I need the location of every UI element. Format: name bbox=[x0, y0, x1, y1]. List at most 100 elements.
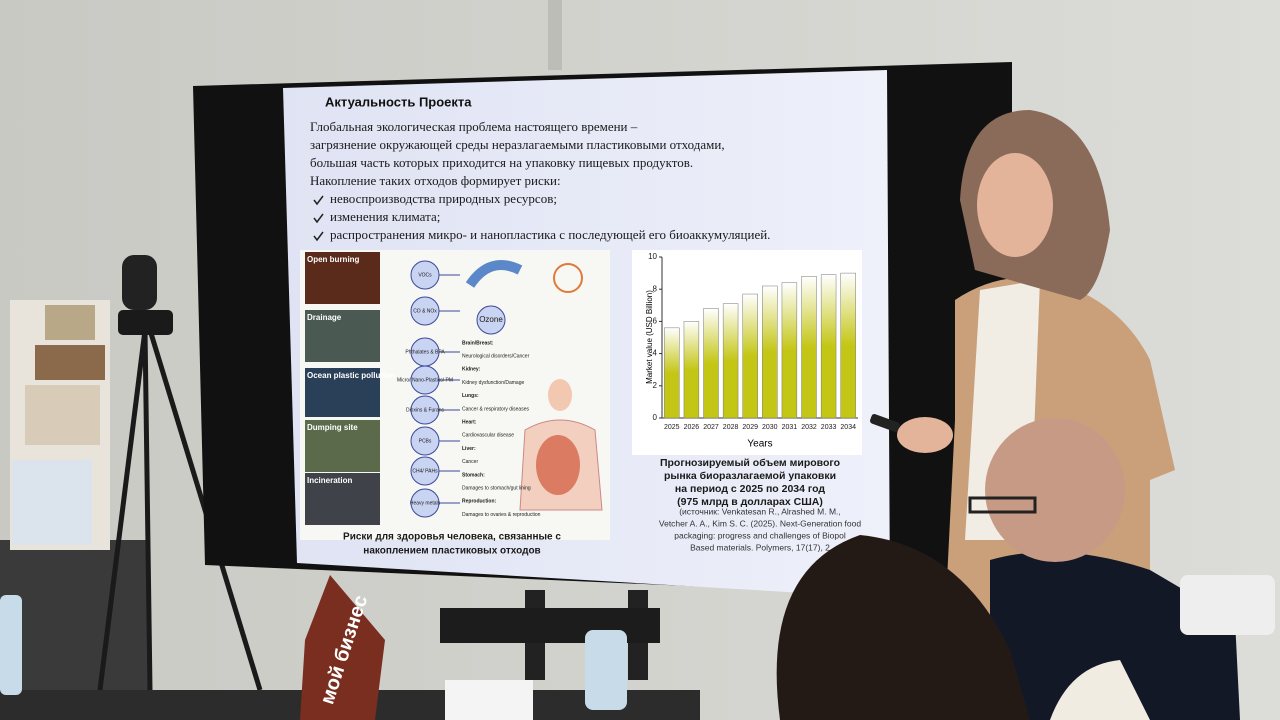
cups bbox=[1180, 575, 1275, 635]
slide-title: Актуальность Проекта bbox=[325, 94, 472, 109]
y-tick-label: 0 bbox=[653, 413, 658, 422]
slide-line: большая часть которых приходится на упак… bbox=[310, 155, 693, 170]
sun bbox=[553, 263, 583, 293]
brochure bbox=[45, 305, 95, 340]
pollutant-label: VOCs bbox=[418, 272, 432, 278]
slide-line: загрязнение окружающей среды неразлагаем… bbox=[310, 137, 725, 152]
chart-caption: Прогнозируемый объем мирового bbox=[660, 457, 840, 469]
figure-caption: накоплением пластиковых отходов bbox=[363, 546, 540, 557]
flag bbox=[300, 575, 385, 720]
slide-line: Накопление таких отходов формирует риски… bbox=[310, 173, 561, 188]
arrow bbox=[465, 260, 523, 288]
effect-label: Brain/Breast: bbox=[462, 340, 494, 346]
x-tick-label: 2027 bbox=[703, 424, 719, 431]
effect-label: Reproduction: bbox=[462, 499, 496, 505]
photo-label: Ocean plastic pollution bbox=[307, 371, 395, 380]
ozone-circle bbox=[476, 305, 506, 335]
clicker bbox=[870, 414, 900, 432]
photo-label: Dumping site bbox=[307, 423, 358, 432]
x-tick-label: 2031 bbox=[782, 424, 798, 431]
brochure bbox=[12, 460, 92, 545]
x-tick-label: 2029 bbox=[742, 424, 758, 431]
effect-label: Cancer & respiratory diseases bbox=[462, 406, 529, 412]
bar bbox=[820, 274, 837, 419]
effect-label: Neurological disorders/Cancer bbox=[462, 354, 530, 360]
chart-source: packaging: progress and challenges of Bi… bbox=[674, 530, 846, 540]
name-card bbox=[445, 680, 533, 720]
photo bbox=[305, 252, 380, 304]
bar bbox=[664, 327, 680, 419]
pollutant-label: Heavy metals bbox=[410, 500, 441, 506]
bullet-check bbox=[313, 213, 324, 224]
chart-source: Based materials. Polymers, 17(17), 2 bbox=[690, 542, 830, 552]
camera-mount bbox=[118, 310, 173, 335]
effect-label: Liver: bbox=[462, 446, 476, 452]
y-tick-label: 4 bbox=[653, 349, 658, 358]
figure-caption: Риски для здоровья человека, связанные с bbox=[343, 532, 561, 543]
water-bottle bbox=[0, 595, 22, 695]
body-head bbox=[548, 379, 572, 411]
chart-caption: на период с 2025 по 2034 год bbox=[675, 483, 825, 495]
man-body bbox=[990, 552, 1240, 720]
bar bbox=[683, 321, 700, 419]
bar bbox=[781, 282, 798, 419]
effect-label: Damages to stomach/gut lining bbox=[462, 486, 531, 492]
x-axis-label: Years bbox=[747, 439, 772, 450]
y-tick-label: 8 bbox=[653, 284, 658, 293]
brochure bbox=[35, 345, 105, 380]
slide-line: Глобальная экологическая проблема настоя… bbox=[310, 119, 638, 134]
bar bbox=[742, 293, 758, 419]
bar bbox=[801, 276, 817, 419]
chart-source: Vetcher A. A., Kim S. C. (2025). Next-Ge… bbox=[659, 518, 861, 528]
x-tick-label: 2028 bbox=[723, 424, 739, 431]
y-axis-label: Market value (USD Billion) bbox=[645, 290, 654, 384]
water-bottle bbox=[585, 630, 627, 710]
bullet-check bbox=[313, 231, 324, 242]
pollutant-label: PCBs bbox=[419, 438, 432, 444]
wall-seam bbox=[548, 0, 562, 70]
presenter-face bbox=[977, 153, 1053, 257]
photo-label: Incineration bbox=[307, 476, 352, 485]
pollutant-label: Micro/ Nano-Plastics/ PM bbox=[397, 377, 453, 383]
effect-label: Cardiovascular disease bbox=[462, 433, 514, 439]
photo bbox=[305, 420, 380, 472]
chair bbox=[1050, 660, 1150, 720]
keyboard bbox=[440, 608, 660, 643]
x-tick-label: 2034 bbox=[840, 424, 856, 431]
photo bbox=[305, 368, 380, 417]
effect-label: Damages to ovaries & reproduction bbox=[462, 512, 541, 518]
x-tick-label: 2032 bbox=[801, 424, 817, 431]
effect-label: Cancer bbox=[462, 459, 478, 465]
bullet-check bbox=[313, 195, 324, 206]
bar bbox=[840, 272, 856, 419]
bullet-text: изменения климата; bbox=[330, 209, 440, 224]
glasses bbox=[968, 496, 1037, 514]
photo bbox=[305, 310, 380, 362]
chart-caption: (975 млрд в долларах США) bbox=[677, 496, 823, 508]
presenter-hand bbox=[897, 417, 953, 453]
organs bbox=[536, 435, 580, 495]
x-tick-label: 2033 bbox=[821, 424, 837, 431]
photo bbox=[305, 473, 380, 525]
photo-label: Open burning bbox=[307, 255, 360, 264]
pollutant-label: Phthalates & BPA bbox=[405, 349, 445, 355]
effect-label: Kidney: bbox=[462, 367, 481, 373]
photo-label: Drainage bbox=[307, 313, 342, 322]
pollutant-label: Dioxins & Furans bbox=[406, 407, 445, 413]
y-tick-label: 6 bbox=[653, 317, 658, 326]
ozone-label: Ozone bbox=[479, 315, 503, 324]
effect-label: Lungs: bbox=[462, 393, 479, 399]
x-tick-label: 2026 bbox=[684, 424, 700, 431]
camera bbox=[122, 255, 157, 310]
x-tick-label: 2030 bbox=[762, 424, 778, 431]
effect-label: Kidney dysfunction/Damage bbox=[462, 380, 524, 386]
brochure bbox=[25, 385, 100, 445]
bar bbox=[703, 308, 719, 419]
pollutant-label: CO & NOx bbox=[413, 308, 437, 314]
chart-caption: рынка биоразлагаемой упаковки bbox=[664, 470, 836, 482]
effect-label: Stomach: bbox=[462, 472, 485, 478]
man-head bbox=[985, 418, 1125, 562]
x-tick-label: 2025 bbox=[664, 424, 680, 431]
